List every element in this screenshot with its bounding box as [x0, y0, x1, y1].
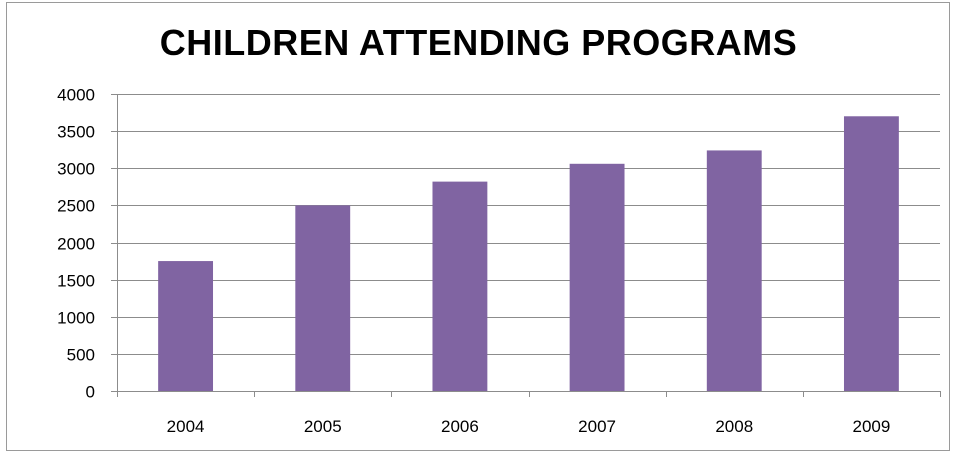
x-tick-label: 2006 [441, 417, 479, 436]
y-tick-label: 500 [67, 346, 95, 365]
x-tick-label: 2005 [304, 417, 342, 436]
bar-2009 [843, 116, 899, 392]
y-tick-label: 0 [86, 383, 95, 402]
y-tick-label: 2500 [57, 197, 95, 216]
x-tick-label: 2004 [167, 417, 205, 436]
bar-2004 [158, 261, 214, 391]
y-tick-labels: 0 500 1000 1500 2000 2500 3000 3500 4000 [57, 86, 95, 402]
bars [158, 116, 899, 392]
y-tick-label: 1500 [57, 272, 95, 291]
chart-title: CHILDREN ATTENDING PROGRAMS [159, 22, 798, 63]
x-tick-label: 2009 [853, 417, 891, 436]
x-tick-labels: 2004 2005 2006 2007 2008 2009 [167, 417, 891, 436]
axes [111, 94, 941, 397]
bar-2006 [432, 181, 488, 391]
y-tick-label: 4000 [57, 86, 95, 105]
bar-2008 [706, 150, 762, 391]
bar-2007 [569, 163, 625, 391]
y-tick-label: 3000 [57, 160, 95, 179]
gridlines [117, 94, 940, 355]
y-tick-label: 3500 [57, 123, 95, 142]
bar-2005 [295, 205, 351, 391]
y-tick-label: 2000 [57, 235, 95, 254]
x-tick-label: 2008 [715, 417, 753, 436]
x-tick-label: 2007 [578, 417, 616, 436]
y-tick-label: 1000 [57, 309, 95, 328]
